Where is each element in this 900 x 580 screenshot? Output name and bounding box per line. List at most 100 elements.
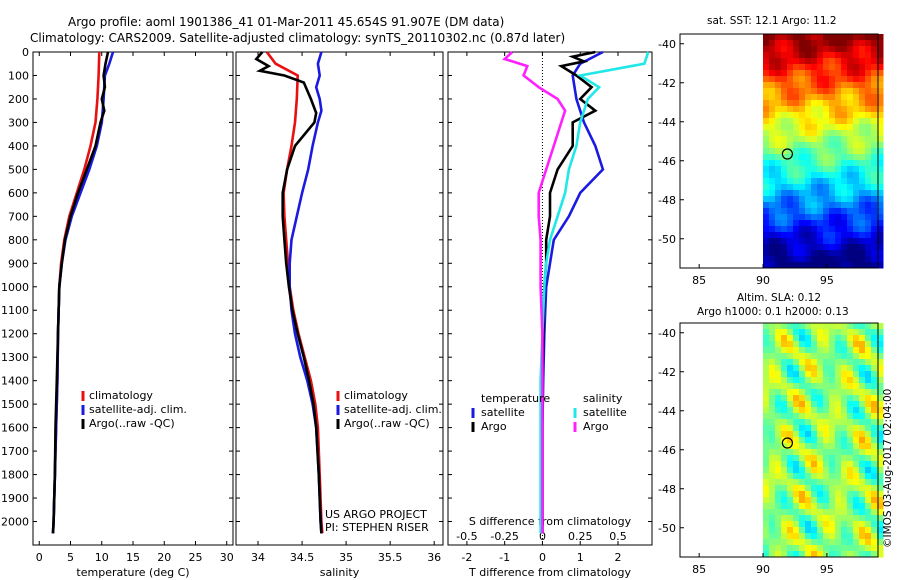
heat-cell [781, 491, 788, 498]
heat-cell [775, 94, 782, 101]
heat-cell [859, 112, 866, 119]
heat-cell [871, 323, 878, 330]
heat-cell [799, 383, 806, 390]
heat-cell [847, 419, 854, 426]
heat-cell [787, 473, 794, 480]
heat-cell [811, 377, 818, 384]
heat-cell [793, 515, 800, 522]
heat-cell [877, 94, 884, 101]
heat-cell [817, 244, 824, 251]
heat-cell [865, 76, 872, 83]
heat-cell [853, 64, 860, 71]
heat-cell [775, 76, 782, 83]
heat-cell [841, 94, 848, 101]
heat-cell [793, 437, 800, 444]
heat-cell [865, 365, 872, 372]
heat-cell [829, 419, 836, 426]
heat-cell [769, 533, 776, 540]
heat-cell [799, 389, 806, 396]
heat-cell [835, 184, 842, 191]
heat-cell [835, 425, 842, 432]
heat-cell [811, 527, 818, 534]
heat-cell [859, 497, 866, 504]
heat-cell [823, 130, 830, 137]
heat-cell [781, 40, 788, 47]
heat-cell [781, 431, 788, 438]
heat-cell [811, 226, 818, 233]
heat-cell [769, 479, 776, 486]
heat-cell [859, 166, 866, 173]
heat-cell [829, 437, 836, 444]
heat-cell [817, 371, 824, 378]
map-y-tick-label: -40 [658, 38, 676, 51]
heat-cell [835, 142, 842, 149]
heat-cell [835, 551, 842, 558]
heat-cell [781, 100, 788, 107]
heat-cell [853, 232, 860, 239]
heat-cell [871, 232, 878, 239]
heat-cell [793, 160, 800, 167]
heat-cell [835, 455, 842, 462]
heat-cell [781, 473, 788, 480]
heat-cell [853, 208, 860, 215]
heat-cell [793, 449, 800, 456]
heat-cell [871, 479, 878, 486]
heat-cell [871, 401, 878, 408]
heat-cell [859, 52, 866, 59]
heat-cell [763, 148, 770, 155]
heat-cell [805, 443, 812, 450]
heat-cell [847, 353, 854, 360]
heat-cell [787, 503, 794, 510]
heat-cell [823, 491, 830, 498]
map-x-tick-label: 85 [692, 274, 706, 287]
heat-cell [799, 491, 806, 498]
heat-cell [805, 202, 812, 209]
heat-cell [853, 58, 860, 65]
heat-cell [823, 515, 830, 522]
heat-cell [877, 214, 884, 221]
heat-cell [859, 118, 866, 125]
heat-cell [865, 389, 872, 396]
heat-cell [823, 202, 830, 209]
heat-cell [835, 365, 842, 372]
heat-cell [871, 545, 878, 552]
heat-cell [871, 485, 878, 492]
heat-cell [835, 250, 842, 257]
heat-cell [823, 323, 830, 330]
heat-cell [787, 485, 794, 492]
heat-cell [817, 94, 824, 101]
heat-cell [811, 142, 818, 149]
heat-cell [781, 503, 788, 510]
heat-cell [775, 250, 782, 257]
heat-cell [781, 545, 788, 552]
heat-cell [793, 34, 800, 41]
heat-cell [859, 58, 866, 65]
sst-map-title: sat. SST: 12.1 Argo: 11.2 [707, 15, 837, 27]
heat-cell [835, 196, 842, 203]
heat-cell [793, 473, 800, 480]
heat-cell [763, 485, 770, 492]
heat-cell [775, 112, 782, 119]
heat-cell [775, 335, 782, 342]
heat-cell [781, 220, 788, 227]
heat-cell [877, 347, 884, 354]
heat-cell [841, 473, 848, 480]
heat-cell [847, 413, 854, 420]
heat-cell [823, 76, 830, 83]
heat-cell [763, 142, 770, 149]
heat-cell [847, 262, 854, 269]
heat-cell [877, 455, 884, 462]
heat-cell [853, 365, 860, 372]
heat-cell [811, 473, 818, 480]
heat-cell [841, 371, 848, 378]
heat-cell [793, 64, 800, 71]
heat-cell [877, 250, 884, 257]
heat-cell [865, 70, 872, 77]
heat-cell [841, 130, 848, 137]
heat-cell [775, 136, 782, 143]
heat-cell [781, 509, 788, 516]
heat-cell [847, 323, 854, 330]
heat-cell [841, 250, 848, 257]
heat-cell [763, 389, 770, 396]
heat-cell [799, 485, 806, 492]
